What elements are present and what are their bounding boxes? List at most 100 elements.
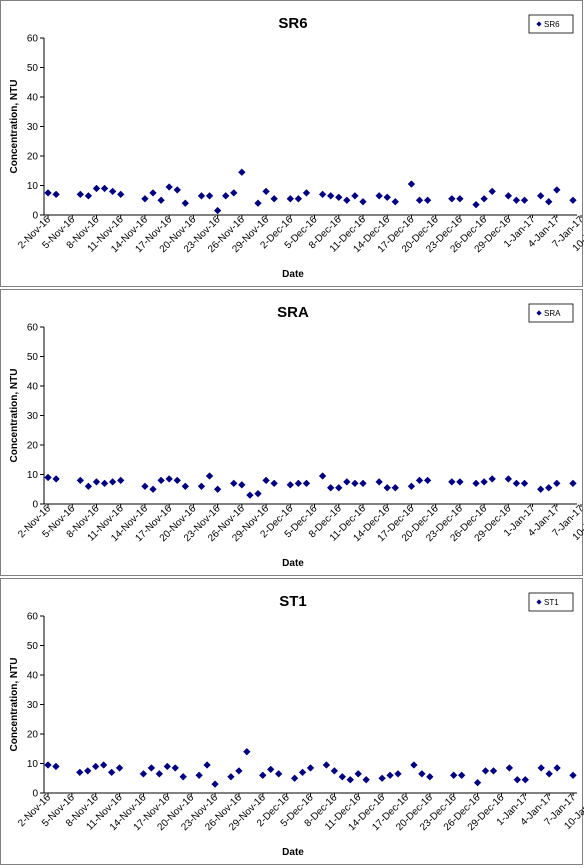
- data-point: [448, 195, 456, 203]
- data-point: [286, 195, 295, 203]
- data-point: [108, 478, 117, 486]
- data-point: [553, 479, 561, 488]
- data-point: [536, 485, 545, 494]
- y-tick-label: 0: [32, 789, 38, 800]
- data-point: [553, 186, 561, 194]
- data-point: [569, 479, 577, 488]
- data-point: [415, 196, 424, 205]
- data-point: [512, 196, 521, 205]
- data-point: [512, 479, 521, 488]
- data-point: [544, 197, 553, 206]
- data-point: [155, 770, 164, 778]
- data-point: [165, 183, 173, 191]
- data-point: [197, 482, 206, 491]
- y-tick-label: 30: [27, 700, 39, 711]
- data-point: [326, 192, 335, 200]
- data-point: [141, 482, 149, 491]
- data-point: [378, 774, 386, 783]
- data-point: [290, 774, 299, 783]
- data-point: [354, 770, 362, 778]
- data-point: [545, 770, 553, 778]
- data-point: [520, 479, 529, 488]
- data-point: [375, 478, 383, 486]
- data-point: [569, 196, 577, 205]
- legend-box: [528, 14, 574, 34]
- data-point: [423, 476, 432, 485]
- data-point: [157, 476, 165, 485]
- data-point: [221, 192, 230, 200]
- data-point: [259, 771, 267, 780]
- data-point: [262, 476, 270, 485]
- data-point: [457, 771, 466, 780]
- data-point: [171, 764, 180, 772]
- data-point: [544, 484, 553, 492]
- data-point: [163, 762, 172, 771]
- data-point: [489, 767, 498, 775]
- x-axis-label: Date: [282, 847, 304, 858]
- data-point: [472, 479, 480, 488]
- y-tick-label: 10: [27, 181, 39, 192]
- data-point: [115, 764, 124, 772]
- data-point: [52, 190, 60, 199]
- data-point: [141, 195, 149, 203]
- data-point: [238, 168, 246, 176]
- data-point: [520, 196, 529, 205]
- y-tick-label: 60: [27, 323, 39, 334]
- data-point: [139, 770, 148, 778]
- data-point: [407, 482, 416, 491]
- data-point: [173, 186, 182, 194]
- y-tick-label: 10: [27, 470, 39, 481]
- data-point: [213, 485, 222, 494]
- data-point: [100, 479, 109, 488]
- data-point: [298, 768, 307, 777]
- data-point: [488, 187, 496, 196]
- data-point: [330, 767, 339, 775]
- data-point: [410, 761, 418, 769]
- data-point: [472, 200, 480, 209]
- data-point: [165, 475, 173, 483]
- data-point: [205, 472, 214, 480]
- data-point: [504, 192, 513, 200]
- data-point: [235, 767, 243, 775]
- data-point: [92, 184, 101, 193]
- y-axis-label: Concentration, NTU: [9, 80, 20, 174]
- data-point: [173, 476, 182, 485]
- y-tick-label: 20: [27, 441, 39, 452]
- data-point: [246, 491, 254, 499]
- data-point: [100, 184, 109, 193]
- data-point: [383, 484, 391, 492]
- data-point: [418, 770, 426, 778]
- data-point: [488, 475, 496, 483]
- data-point: [107, 768, 116, 777]
- data-point: [108, 187, 117, 196]
- data-point: [91, 762, 100, 771]
- data-point: [84, 767, 92, 775]
- legend-marker: [536, 310, 542, 316]
- y-tick-label: 60: [27, 612, 39, 623]
- data-point: [243, 747, 251, 756]
- legend-marker: [536, 21, 542, 27]
- data-point: [448, 478, 456, 486]
- data-point: [513, 775, 522, 784]
- y-tick-label: 30: [27, 411, 39, 422]
- data-point: [302, 479, 311, 488]
- y-tick-label: 50: [27, 352, 39, 363]
- data-point: [322, 761, 331, 769]
- data-point: [203, 761, 211, 769]
- data-point: [270, 479, 278, 488]
- chart-panel-st1: ST1 Concentration, NTU 0 10 20 30 40 50 60 2-Nov-…: [0, 578, 584, 865]
- data-point: [394, 770, 402, 778]
- chart-panel-sr6: SR6 Concentration, NTU 0 10 20 30 40 50 60 2-Nov-…: [0, 0, 584, 287]
- data-point: [294, 479, 303, 488]
- legend-label: SRA: [544, 309, 561, 318]
- data-point: [294, 195, 303, 203]
- data-point: [351, 479, 359, 488]
- data-point: [326, 484, 335, 492]
- data-point: [84, 482, 93, 491]
- data-point: [266, 765, 275, 774]
- data-point: [230, 189, 238, 197]
- data-point: [157, 196, 165, 205]
- data-point: [318, 190, 327, 199]
